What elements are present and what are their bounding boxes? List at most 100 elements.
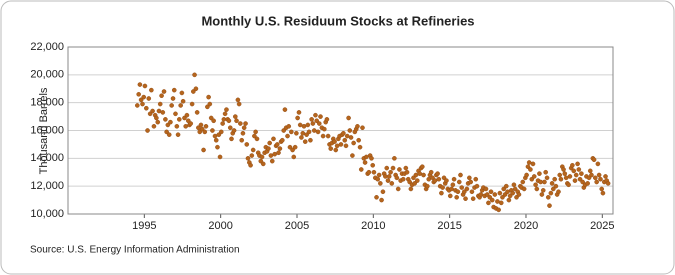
data-point [556, 189, 561, 195]
data-point [435, 171, 440, 176]
data-point [184, 112, 190, 118]
data-point [183, 124, 189, 129]
data-point [544, 175, 550, 181]
data-point [469, 189, 475, 195]
data-point [595, 161, 601, 167]
data-point [194, 110, 200, 115]
data-point [174, 124, 180, 129]
data-point [178, 103, 183, 108]
data-point [299, 135, 304, 140]
data-point [300, 130, 306, 136]
data-point [599, 186, 605, 192]
data-point [311, 128, 317, 133]
data-point [301, 124, 307, 129]
data-point [358, 167, 364, 172]
data-point [488, 189, 494, 195]
data-point [563, 175, 569, 181]
data-point [363, 154, 369, 160]
data-point [542, 179, 547, 185]
data-point [306, 129, 312, 135]
data-point [388, 169, 393, 175]
data-point [497, 190, 503, 196]
data-point [222, 111, 228, 117]
data-point [166, 132, 172, 137]
data-point [155, 119, 161, 125]
data-point [211, 118, 216, 124]
data-point [444, 178, 449, 183]
data-point [545, 194, 551, 200]
data-point [376, 172, 382, 178]
data-point [454, 194, 459, 200]
data-point [439, 190, 444, 196]
data-point [351, 140, 356, 146]
data-point [357, 144, 363, 150]
data-point [235, 97, 241, 103]
data-point [400, 176, 406, 182]
data-point [250, 147, 256, 153]
data-point [371, 169, 377, 175]
data-point [146, 96, 152, 101]
data-point [557, 172, 563, 178]
data-point [161, 89, 167, 94]
data-point [274, 142, 280, 147]
data-point [426, 176, 432, 182]
data-point [198, 122, 204, 128]
data-point [473, 176, 479, 182]
data-point [575, 161, 580, 167]
data-point [530, 161, 536, 167]
data-point [374, 194, 379, 200]
data-point [455, 189, 461, 195]
data-point [207, 101, 213, 107]
data-point [463, 196, 468, 201]
y-tick-label: 16,000 [30, 124, 64, 136]
data-point [561, 167, 566, 172]
data-point [240, 130, 246, 136]
data-point [549, 181, 555, 186]
data-point [305, 122, 311, 128]
data-point [213, 137, 219, 143]
data-point [164, 129, 169, 135]
data-point [547, 203, 552, 208]
data-point [310, 121, 316, 126]
data-point [478, 192, 484, 197]
data-point [333, 147, 339, 153]
data-point [585, 181, 590, 186]
data-point [496, 207, 501, 213]
data-point [272, 151, 278, 157]
data-point [191, 89, 196, 94]
data-point [576, 167, 582, 172]
data-point [249, 153, 255, 158]
data-point [417, 171, 423, 176]
data-point [154, 115, 159, 121]
data-point [269, 158, 275, 164]
data-point [483, 186, 489, 192]
data-point [234, 118, 239, 124]
data-point [450, 182, 456, 188]
data-point [320, 133, 326, 139]
data-point [428, 169, 434, 175]
data-point [562, 171, 568, 176]
data-point [156, 108, 162, 114]
data-point [385, 178, 391, 183]
data-point [395, 186, 401, 192]
data-point [245, 156, 251, 161]
data-point [350, 153, 355, 158]
data-point [420, 164, 425, 169]
y-tick-label: 12,000 [30, 180, 64, 192]
data-point [188, 121, 194, 126]
data-point [229, 136, 234, 142]
data-point [587, 168, 593, 174]
data-point [447, 193, 453, 199]
data-point [394, 175, 400, 181]
data-point [540, 188, 546, 193]
data-point [567, 174, 573, 179]
data-point [315, 129, 321, 135]
data-point [252, 133, 257, 139]
data-point [533, 182, 538, 188]
data-point [227, 125, 233, 131]
data-point [334, 143, 340, 149]
data-point [505, 189, 510, 195]
data-point [495, 199, 500, 204]
data-point [521, 186, 527, 192]
